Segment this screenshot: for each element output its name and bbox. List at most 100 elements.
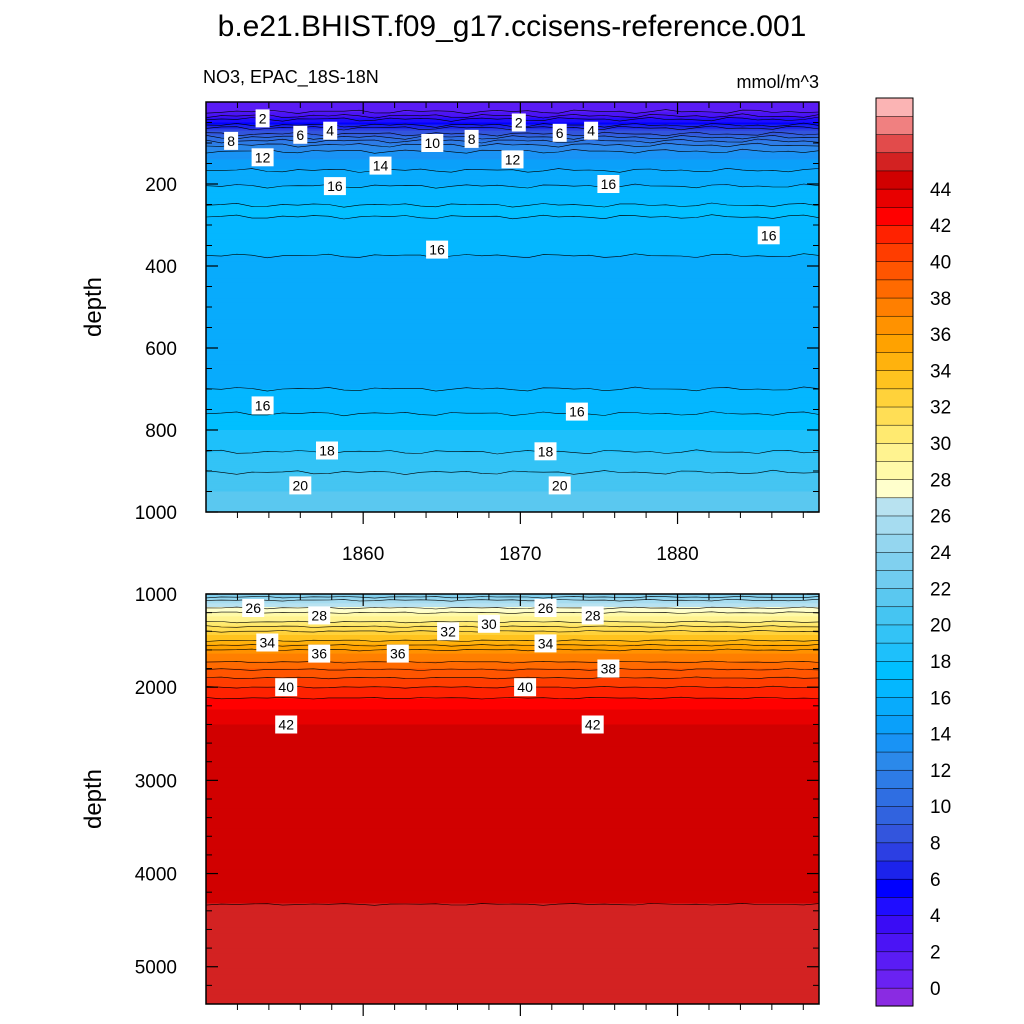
contour-band — [206, 210, 819, 214]
contour-band — [206, 247, 819, 251]
contour-label-text: 10 — [425, 135, 441, 151]
contour-band — [206, 899, 819, 903]
contour-label: 42 — [275, 715, 298, 734]
contour-band — [206, 503, 819, 507]
colorbar-swatch — [875, 370, 914, 390]
contour-label-text: 18 — [538, 443, 554, 459]
contour-label-box — [255, 109, 270, 128]
contour-band — [206, 974, 819, 977]
contour-label: 28 — [308, 606, 331, 625]
colorbar-swatch — [875, 569, 914, 589]
colorbar-tick-label: 16 — [930, 688, 951, 709]
contour-band — [206, 631, 819, 634]
colorbar-swatch — [875, 588, 914, 608]
contour-band — [206, 744, 819, 748]
contour-band — [206, 323, 819, 327]
contour-band — [206, 436, 819, 439]
colorbar-swatch — [875, 933, 914, 953]
contour-line — [206, 606, 819, 610]
contour-band — [206, 464, 819, 468]
contour-band — [206, 907, 819, 910]
contour-band — [206, 977, 819, 981]
contour-band — [206, 894, 819, 897]
contour-band — [206, 886, 819, 890]
y-tick-label: 600 — [145, 339, 177, 360]
contour-band — [206, 454, 819, 458]
contour-band — [206, 608, 819, 612]
contour-label-box — [369, 156, 392, 175]
contour-band — [206, 627, 819, 631]
contour-band — [206, 782, 819, 785]
contour-label-box — [256, 633, 279, 652]
colorbar-swatch — [875, 914, 914, 934]
contour-band — [206, 771, 819, 774]
contour-label-text: 34 — [538, 635, 554, 651]
contour-band — [206, 873, 819, 877]
colorbar-swatch — [875, 351, 914, 371]
contour-band — [206, 651, 819, 655]
colorbar-tick-label: 8 — [930, 834, 941, 855]
contour-band — [206, 877, 819, 880]
contour-band — [206, 415, 819, 419]
contour-band — [206, 368, 819, 372]
contour-band — [206, 944, 819, 947]
colorbar-swatch — [875, 315, 914, 335]
contour-band — [206, 946, 819, 949]
contour-label-text: 28 — [311, 607, 327, 623]
contour-band — [206, 780, 819, 783]
contour-band — [206, 791, 819, 795]
contour-label-text: 16 — [255, 397, 271, 413]
contour-band — [206, 237, 819, 240]
contour-band — [206, 860, 819, 863]
contour-band — [206, 313, 819, 316]
contour-line — [206, 109, 819, 115]
contour-band — [206, 372, 819, 376]
contour-band — [206, 190, 819, 193]
contour-band — [206, 914, 819, 918]
contour-band — [206, 134, 819, 138]
contour-band — [206, 430, 819, 433]
contour-band — [206, 268, 819, 271]
contour-band — [206, 263, 819, 267]
upper-contour-fill — [206, 102, 819, 512]
contour-band — [206, 397, 819, 400]
contour-band — [206, 177, 819, 181]
contour-band — [206, 935, 819, 938]
colorbar-swatch — [875, 261, 914, 281]
contour-label-box — [534, 634, 557, 653]
contour-band — [206, 272, 819, 275]
contour-band — [206, 179, 819, 183]
contour-label-text: 36 — [311, 646, 327, 662]
contour-band — [206, 229, 819, 232]
contour-band — [206, 825, 819, 828]
contour-band — [206, 235, 819, 238]
contour-band — [206, 856, 819, 860]
contour-band — [206, 649, 819, 653]
colorbar-tick-label: 14 — [930, 725, 952, 746]
colorbar-swatch — [875, 460, 914, 480]
contour-band — [206, 698, 819, 701]
contour-label-text: 8 — [468, 131, 476, 147]
contour-band — [206, 905, 819, 908]
contour-band — [206, 288, 819, 292]
contour-band — [206, 927, 819, 931]
contour-label-box — [289, 476, 312, 495]
contour-band — [206, 621, 819, 625]
contour-band — [206, 808, 819, 811]
colorbar-swatch — [875, 297, 914, 317]
contour-band — [206, 638, 819, 642]
contour-line — [206, 639, 819, 642]
contour-label-text: 20 — [552, 477, 568, 493]
colorbar-swatch — [875, 624, 914, 644]
contour-label-text: 26 — [538, 600, 554, 616]
contour-label-box — [275, 678, 298, 697]
contour-band — [206, 838, 819, 841]
contour-label: 20 — [289, 476, 312, 495]
contour-band — [206, 481, 819, 484]
contour-band — [206, 411, 819, 415]
contour-band — [206, 106, 819, 109]
contour-band — [206, 483, 819, 486]
contour-label-box — [597, 659, 620, 678]
colorbar-swatch — [875, 751, 914, 771]
contour-band — [206, 393, 819, 396]
